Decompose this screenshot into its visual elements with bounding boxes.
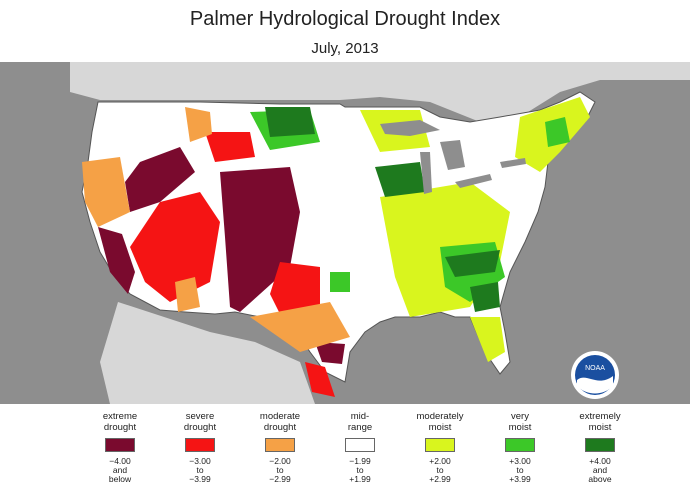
legend-swatch-extreme-drought: [105, 438, 135, 452]
ncdc-attribution: National Climatic Data Center: [507, 406, 666, 420]
region-extreme-drought-west: [125, 147, 195, 212]
map-area: NOAA National Climatic Data Center: [0, 62, 690, 420]
legend-range-severe-drought: −3.00 to −3.99: [189, 456, 211, 484]
canada-landmass: [70, 62, 690, 122]
lake-ontario: [500, 158, 526, 168]
legend-swatch-severe-drought: [185, 438, 215, 452]
region-severe-drought-great-basin: [130, 192, 220, 302]
legend-label-severe-drought: severe drought: [183, 411, 217, 433]
legend-label-moderately-moist: moderately moist: [416, 411, 464, 433]
mexico-landmass: [100, 302, 315, 404]
lake-michigan: [420, 152, 432, 194]
region-moderate-drought-northwest: [82, 157, 130, 227]
legend-label-moderate-drought: moderate drought: [259, 411, 301, 433]
region-very-moist-oklahoma: [330, 272, 350, 292]
legend-swatch-moderate-drought: [265, 438, 295, 452]
legend-range-extreme-drought: −4.00 and below: [108, 456, 132, 484]
region-extremely-moist-appalachia: [445, 250, 500, 277]
region-moderate-drought-arizona: [175, 277, 200, 312]
region-extremely-moist-wisconsin: [375, 162, 425, 197]
svg-text:NOAA: NOAA: [585, 365, 605, 372]
region-extremely-moist-georgia: [470, 282, 500, 312]
legend-swatch-very-moist: [505, 438, 535, 452]
legend-range-moderately-moist: +2.00 to +2.99: [429, 456, 451, 484]
legend-range-mid-range: −1.99 to +1.99: [349, 456, 371, 484]
region-moderate-drought-texas: [250, 302, 350, 352]
us-drought-map: [70, 62, 690, 404]
legend-swatch-moderately-moist: [425, 438, 455, 452]
map-title: Palmer Hydrological Drought Index: [189, 8, 501, 30]
legend-label-extreme-drought: extreme drought: [102, 411, 138, 433]
region-extreme-drought-texas: [315, 342, 345, 364]
lake-superior: [380, 120, 440, 136]
region-moderate-drought-idaho: [185, 107, 212, 142]
lake-erie: [455, 174, 492, 188]
region-extremely-moist-north-dakota: [265, 107, 315, 137]
lake-huron: [440, 140, 465, 170]
legend-range-very-moist: +3.00 to +3.99: [509, 456, 531, 484]
map-subtitle: July, 2013: [311, 40, 379, 57]
legend-label-extremely-moist: extremely moist: [579, 411, 621, 433]
region-severe-drought-north: [205, 132, 255, 162]
region-moderately-moist-florida: [470, 317, 505, 362]
legend-label-very-moist: very moist: [508, 411, 532, 433]
legend-label-mid-range: mid-range: [347, 411, 373, 433]
noaa-logo-icon: NOAA: [571, 351, 619, 399]
region-severe-drought-texas: [305, 362, 335, 397]
legend-swatch-extremely-moist: [585, 438, 615, 452]
legend-swatch-mid-range: [345, 438, 375, 452]
legend-range-extremely-moist: +4.00 and above: [588, 456, 612, 484]
legend-range-moderate-drought: −2.00 to −2.99: [269, 456, 291, 484]
region-extreme-drought-california: [98, 227, 135, 294]
region-very-moist-new-england: [545, 117, 570, 147]
